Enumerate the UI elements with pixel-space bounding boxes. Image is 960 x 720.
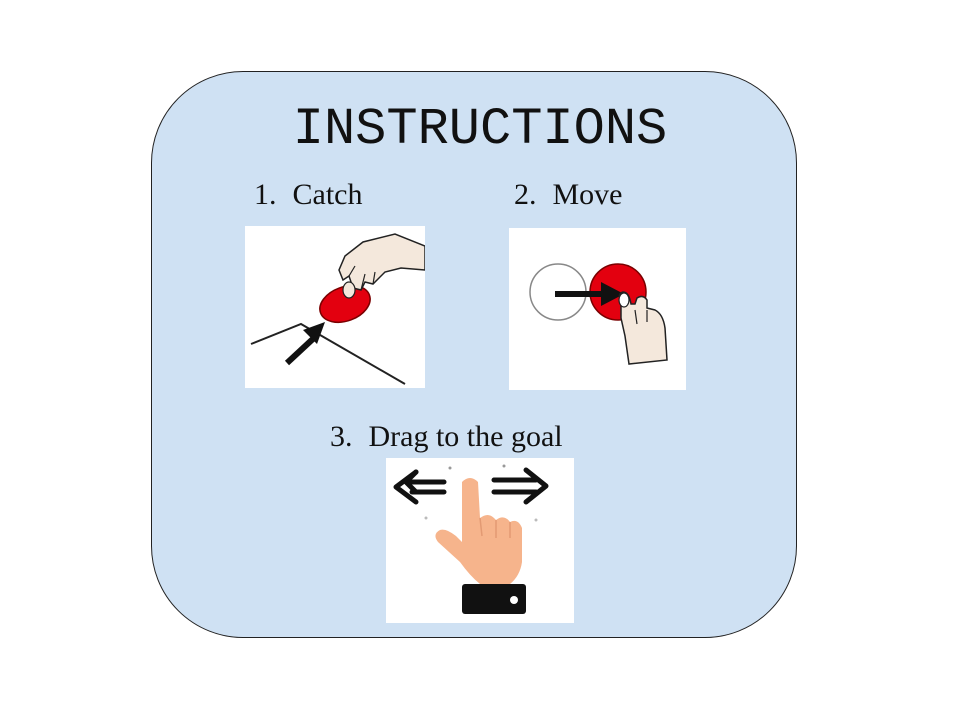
step-3-caption: 3. Drag to the goal	[330, 420, 563, 454]
step-3-number: 3.	[330, 420, 353, 453]
step-1-number: 1.	[254, 178, 277, 211]
finger-swipe-left-right-icon	[386, 458, 574, 623]
step-2-number: 2.	[514, 178, 537, 211]
hand-catching-red-disc-icon	[245, 226, 425, 388]
step-2-caption: 2. Move	[514, 178, 623, 212]
page-title: INSTRUCTIONS	[292, 100, 668, 159]
step-1-caption: 1. Catch	[254, 178, 362, 212]
hand-moving-red-disc-icon	[509, 228, 686, 390]
step-2-label: Move	[552, 178, 623, 211]
step-3-label: Drag to the goal	[368, 420, 563, 453]
step-1-label: Catch	[292, 178, 363, 211]
